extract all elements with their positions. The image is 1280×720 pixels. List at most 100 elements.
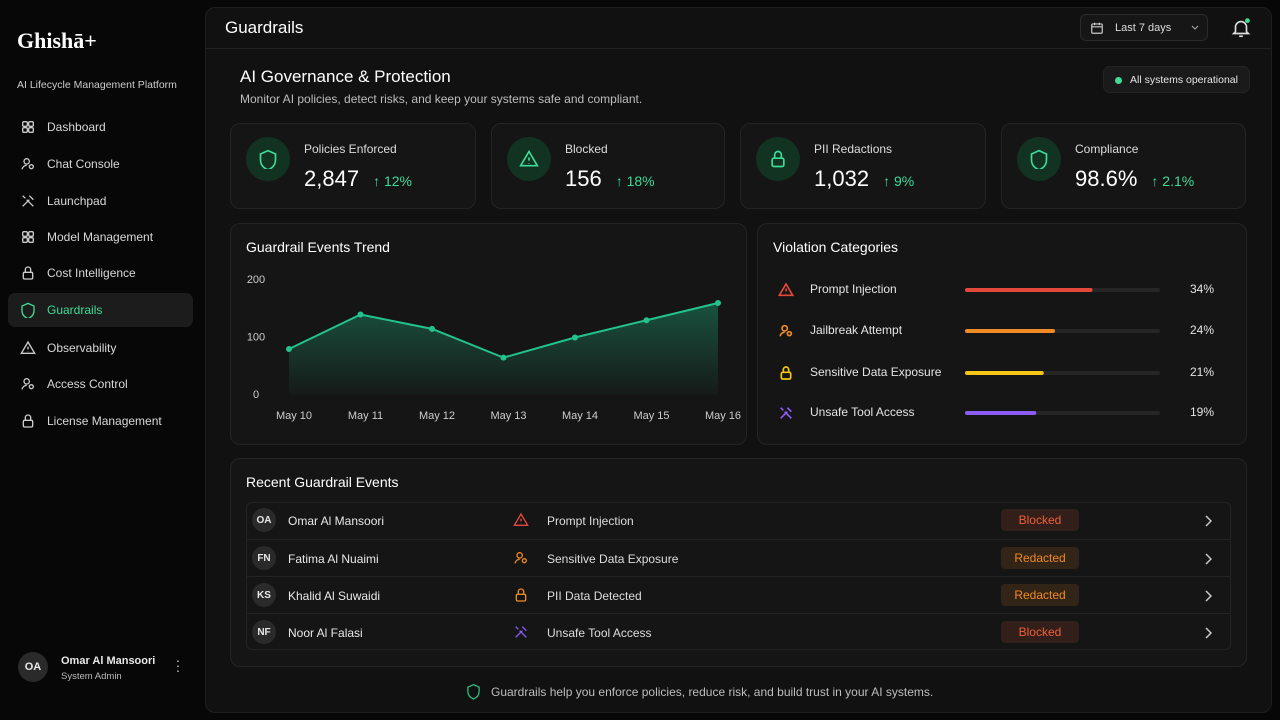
event-row[interactable]: OA Omar Al Mansoori Prompt Injection Blo…	[246, 502, 1231, 539]
stat-change: ↑ 9%	[883, 173, 915, 189]
x-tick-label: May 14	[562, 410, 598, 422]
intro-title: AI Governance & Protection	[240, 67, 451, 86]
stat-change-value: 9%	[893, 173, 915, 189]
nav-label: Dashboard	[47, 120, 106, 134]
tagline: AI Lifecycle Management Platform	[17, 79, 177, 91]
nav-label: Cost Intelligence	[47, 266, 136, 280]
nav-item[interactable]: Dashboard	[8, 110, 193, 144]
nav-icon	[22, 231, 34, 243]
event-row[interactable]: FN Fatima Al Nuaimi Sensitive Data Expos…	[246, 539, 1231, 576]
stat-change: ↑ 18%	[615, 173, 655, 189]
x-tick-label: May 10	[276, 410, 312, 422]
date-picker[interactable]: Last 7 days	[1080, 14, 1208, 41]
value-label: 34%	[1190, 282, 1214, 296]
stat-figures: 98.6% ↑ 2.1%	[1075, 166, 1194, 192]
stat-label: Policies Enforced	[304, 142, 397, 156]
row-name: Omar Al Mansoori	[288, 514, 385, 528]
stat-card: Blocked 156 ↑ 18%	[491, 123, 725, 209]
user-avatar: OA	[18, 652, 48, 682]
row-status: Blocked	[1001, 509, 1079, 531]
category-icon	[780, 407, 792, 419]
row-chevron	[1205, 553, 1212, 565]
stat-icon	[519, 149, 539, 167]
category-icon	[780, 366, 792, 380]
row-avatar: KS	[252, 583, 276, 607]
nav-item[interactable]: Launchpad	[8, 184, 193, 218]
area-fill	[289, 303, 718, 395]
row-event: Sensitive Data Exposure	[547, 552, 679, 566]
category-icon	[779, 324, 793, 337]
value-label: 21%	[1190, 365, 1214, 379]
nav-label: Chat Console	[47, 157, 120, 171]
row-event-icon	[513, 512, 529, 526]
stat-figures: 1,032 ↑ 9%	[814, 166, 914, 192]
user-role: System Admin	[61, 671, 122, 682]
event-row[interactable]: NF Noor Al Falasi Unsafe Tool Access Blo…	[246, 613, 1231, 650]
chevron-down	[1191, 25, 1199, 30]
row-name: Khalid Al Suwaidi	[288, 589, 381, 603]
data-point	[357, 311, 364, 318]
y-tick-label: 0	[253, 389, 259, 401]
stat-icon	[1030, 149, 1048, 169]
nav-item[interactable]: Cost Intelligence	[8, 256, 193, 290]
x-tick-label: May 11	[348, 410, 383, 422]
bar	[965, 288, 1093, 292]
data-point	[429, 325, 435, 332]
value-label: 19%	[1190, 405, 1214, 419]
date-range: Last 7 days	[1115, 22, 1172, 34]
row-chevron	[1205, 627, 1212, 639]
row-status: Redacted	[1001, 547, 1079, 569]
category-label: Prompt Injection	[810, 282, 897, 296]
nav-icon	[21, 158, 34, 170]
nav-label: Model Management	[47, 230, 154, 244]
status-text: All systems operational	[1130, 74, 1238, 86]
nav-item[interactable]: License Management	[8, 404, 193, 438]
nav-item[interactable]: Chat Console	[8, 147, 193, 181]
stat-change-value: 18%	[626, 173, 655, 189]
row-avatar: FN	[252, 546, 276, 570]
row-event: Prompt Injection	[547, 514, 634, 528]
row-event-icon	[515, 626, 527, 638]
stat-card: Compliance 98.6% ↑ 2.1%	[1001, 123, 1246, 209]
category-label: Unsafe Tool Access	[810, 405, 915, 419]
header-divider	[206, 48, 1271, 49]
nav-item[interactable]: Observability	[8, 331, 193, 365]
events-title: Recent Guardrail Events	[246, 474, 399, 490]
row-name: Fatima Al Nuaimi	[288, 552, 379, 566]
data-point	[500, 354, 507, 361]
user-name: Omar Al Mansoori	[61, 655, 156, 667]
nav-icon	[20, 340, 36, 354]
stat-figures: 156 ↑ 18%	[565, 166, 655, 192]
stat-change: ↑ 12%	[373, 173, 412, 189]
nav-icon	[22, 121, 34, 133]
stat-icon-bg	[246, 137, 290, 181]
footer-icon	[467, 683, 480, 700]
row-event-icon	[515, 588, 527, 602]
stat-icon	[259, 149, 277, 169]
nav-label: Access Control	[47, 377, 128, 391]
x-tick-label: May 12	[419, 410, 455, 422]
nav-item[interactable]: Access Control	[8, 367, 193, 401]
category-label: Sensitive Data Exposure	[810, 365, 942, 379]
row-name: Noor Al Falasi	[288, 626, 363, 640]
user-menu[interactable]: · · ·	[175, 652, 181, 678]
brand: Ghishā+	[17, 28, 97, 53]
data-point	[643, 317, 650, 324]
nav-item[interactable]: Model Management	[8, 220, 193, 254]
notifications[interactable]	[1230, 16, 1252, 40]
row-event: PII Data Detected	[547, 589, 642, 603]
stat-change-value: 2.1%	[1162, 173, 1195, 189]
status-pill: All systems operational	[1103, 66, 1250, 93]
stat-value: 2,847	[304, 166, 360, 191]
events-card	[230, 458, 1247, 667]
stat-change: ↑ 2.1%	[1151, 173, 1195, 189]
nav-item[interactable]: Guardrails	[8, 293, 193, 327]
category-label: Jailbreak Attempt	[810, 323, 903, 337]
category-icon	[777, 282, 795, 297]
stat-label: Blocked	[565, 142, 608, 156]
event-row[interactable]: KS Khalid Al Suwaidi PII Data Detected R…	[246, 576, 1231, 613]
stat-label: PII Redactions	[814, 142, 893, 156]
nav-icon	[21, 302, 35, 318]
x-tick-label: May 13	[490, 410, 526, 422]
